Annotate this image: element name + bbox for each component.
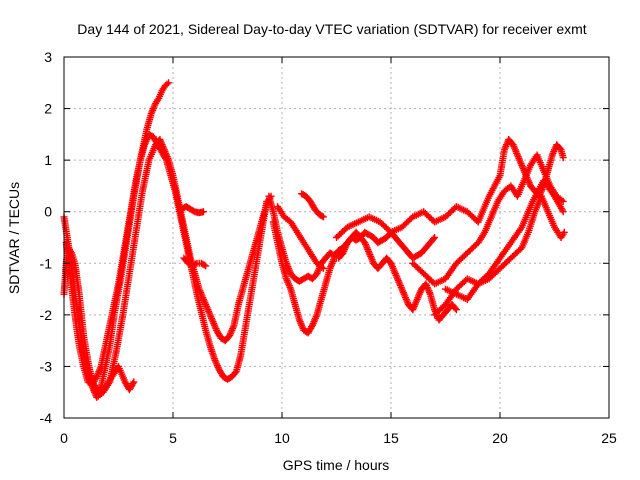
x-tick-label: 5: [169, 430, 177, 446]
x-tick-label: 15: [383, 430, 399, 446]
plus-markers: [269, 218, 460, 337]
series-track-n: [431, 177, 567, 319]
plus-markers: [82, 362, 138, 396]
x-tick-label: 25: [601, 430, 617, 446]
y-tick-label: -1: [40, 255, 53, 271]
series-track-f: [178, 203, 207, 217]
series-track-j: [298, 190, 327, 221]
plus-markers: [274, 203, 327, 272]
y-tick-label: -2: [40, 307, 53, 323]
plus-markers: [333, 136, 567, 241]
y-tick-label: -4: [40, 410, 53, 426]
series-track-l: [409, 151, 567, 288]
y-tick-label: 2: [44, 101, 52, 117]
plus-markers: [180, 254, 210, 270]
series-track-c: [62, 130, 271, 388]
plus-markers: [409, 151, 567, 288]
x-tick-label: 0: [60, 430, 68, 446]
x-axis-title: GPS time / hours: [283, 457, 390, 473]
y-tick-label: 1: [44, 152, 52, 168]
plus-markers: [62, 130, 271, 388]
plot-frame: [63, 56, 610, 419]
y-tick-label: -3: [40, 358, 53, 374]
x-tick-label: 10: [274, 430, 290, 446]
plus-markers: [178, 203, 207, 217]
plus-markers: [431, 177, 567, 319]
axis-ticks: 0 5 10 15 20 25 -4 -3 -2 -1 0 1 2 3: [40, 49, 617, 446]
y-tick-label: 0: [44, 204, 52, 220]
series-track-k: [333, 136, 567, 241]
series-track-i: [274, 203, 327, 272]
plus-markers: [298, 190, 327, 221]
y-axis-title: SDTVAR / TECUs: [6, 182, 22, 294]
series-track-e: [180, 254, 210, 270]
x-tick-label: 20: [492, 430, 508, 446]
series-track-h: [269, 218, 460, 337]
data-points: [60, 79, 568, 401]
series-track-d: [82, 362, 138, 396]
y-tick-label: 3: [44, 49, 52, 65]
chart-title: Day 144 of 2021, Sidereal Day-to-day VTE…: [77, 21, 586, 37]
